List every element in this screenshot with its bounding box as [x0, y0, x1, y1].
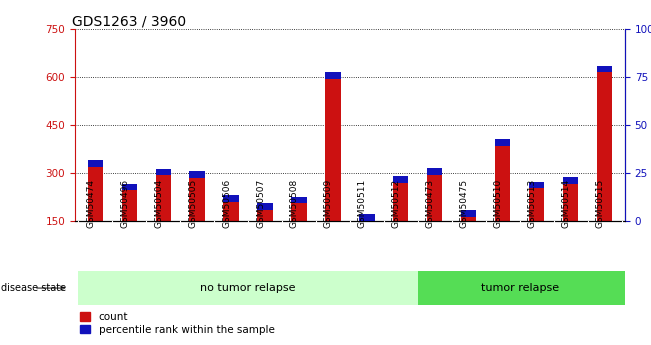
Text: GSM50496: GSM50496 — [120, 179, 129, 228]
Text: GSM50515: GSM50515 — [596, 179, 605, 228]
Text: tumor relapse: tumor relapse — [480, 283, 559, 293]
Text: no tumor relapse: no tumor relapse — [201, 283, 296, 293]
Text: GSM50513: GSM50513 — [528, 179, 536, 228]
Bar — [122, 190, 137, 221]
Bar — [223, 195, 239, 201]
Bar — [393, 176, 408, 183]
Text: GSM50474: GSM50474 — [86, 179, 95, 228]
Bar — [529, 188, 544, 221]
Text: GSM50514: GSM50514 — [562, 179, 571, 228]
Text: GSM50510: GSM50510 — [493, 179, 503, 228]
Text: GSM50504: GSM50504 — [154, 179, 163, 228]
Bar — [597, 72, 612, 221]
Bar — [257, 203, 273, 210]
Text: GSM50506: GSM50506 — [222, 179, 231, 228]
Bar — [189, 171, 205, 178]
Text: GSM50511: GSM50511 — [358, 179, 367, 228]
Bar — [359, 214, 374, 221]
Bar — [156, 176, 171, 221]
Bar — [257, 210, 273, 221]
Bar — [427, 175, 443, 221]
Text: GSM50508: GSM50508 — [290, 179, 299, 228]
Legend: count, percentile rank within the sample: count, percentile rank within the sample — [80, 312, 275, 335]
Text: GSM50505: GSM50505 — [188, 179, 197, 228]
Bar — [326, 79, 340, 221]
Bar — [563, 184, 578, 221]
Bar — [292, 203, 307, 221]
Bar — [326, 72, 340, 79]
Bar — [529, 181, 544, 188]
Text: GSM50475: GSM50475 — [460, 179, 469, 228]
Bar — [78, 271, 418, 305]
Bar — [563, 177, 578, 184]
Bar — [88, 160, 103, 167]
Text: GSM50473: GSM50473 — [426, 179, 435, 228]
Bar — [427, 168, 443, 175]
Bar — [393, 183, 408, 221]
Text: GDS1263 / 3960: GDS1263 / 3960 — [72, 14, 186, 28]
Bar — [122, 184, 137, 190]
Bar — [189, 178, 205, 221]
Bar — [495, 146, 510, 221]
Bar — [156, 169, 171, 176]
Bar — [461, 210, 477, 217]
Bar — [292, 197, 307, 203]
Text: GSM50507: GSM50507 — [256, 179, 265, 228]
Bar — [495, 139, 510, 146]
Bar — [88, 167, 103, 221]
Bar — [223, 201, 239, 221]
Bar — [418, 271, 625, 305]
Text: disease state: disease state — [1, 283, 66, 293]
Bar — [597, 66, 612, 72]
Text: GSM50509: GSM50509 — [324, 179, 333, 228]
Bar — [461, 217, 477, 221]
Text: GSM50512: GSM50512 — [392, 179, 401, 228]
